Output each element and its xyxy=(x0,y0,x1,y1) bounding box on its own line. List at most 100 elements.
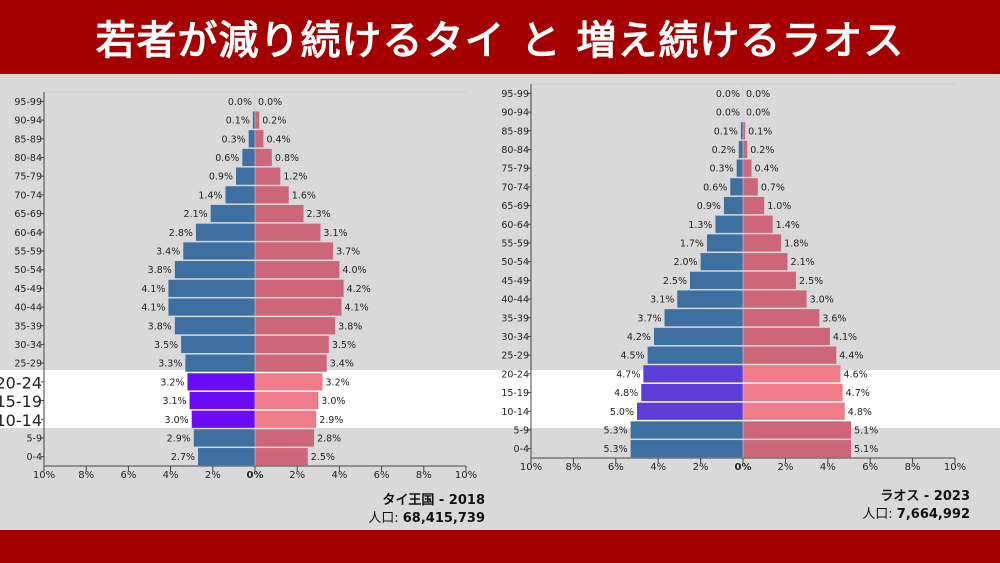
data-label-right: 4.2% xyxy=(347,284,371,295)
category-label: 75-79 xyxy=(14,172,42,183)
bar-left-30-34 xyxy=(181,335,255,354)
bar-right-30-34 xyxy=(743,327,830,346)
bar-right-75-79 xyxy=(743,159,752,177)
data-label-left: 0.1% xyxy=(226,116,250,127)
bar-right-5-9 xyxy=(743,421,852,439)
bar-left-45-49 xyxy=(168,279,255,297)
bar-left-10-14 xyxy=(637,402,743,420)
data-label-left: 0.9% xyxy=(209,172,233,183)
data-label-left: 0.6% xyxy=(215,153,239,164)
data-label-left: 5.3% xyxy=(603,444,627,455)
bar-right-65-69 xyxy=(743,196,765,215)
bar-right-85-89 xyxy=(255,130,264,148)
category-label: 45-49 xyxy=(14,284,42,295)
category-label: 80-84 xyxy=(14,153,42,164)
category-label: 60-64 xyxy=(14,228,42,239)
data-label-left: 0.6% xyxy=(703,182,727,193)
data-label-right: 0.8% xyxy=(275,153,299,164)
bar-right-20-24 xyxy=(743,365,841,383)
data-label-left: 4.1% xyxy=(141,284,165,295)
category-label: 40-44 xyxy=(14,303,42,314)
x-tick-label: 10% xyxy=(520,462,542,473)
data-label-right: 0.0% xyxy=(746,89,770,100)
data-label-left: 2.0% xyxy=(673,257,697,268)
bar-left-80-84 xyxy=(738,140,743,159)
bar-left-35-39 xyxy=(174,317,255,335)
data-label-left: 3.0% xyxy=(165,415,189,426)
category-label: 5-9 xyxy=(26,433,42,444)
bar-left-35-39 xyxy=(664,309,743,327)
data-label-right: 0.4% xyxy=(754,164,778,175)
category-label: 80-84 xyxy=(501,145,529,156)
data-label-right: 3.0% xyxy=(810,295,834,306)
bar-right-30-34 xyxy=(255,335,329,354)
data-label-left: 3.3% xyxy=(158,359,182,370)
data-label-right: 1.6% xyxy=(292,190,316,201)
data-label-right: 3.7% xyxy=(336,246,360,257)
category-label: 85-89 xyxy=(501,126,529,137)
data-label-right: 4.1% xyxy=(345,303,369,314)
data-label-right: 4.8% xyxy=(848,407,872,418)
category-label: 10-14 xyxy=(501,407,529,418)
bar-right-5-9 xyxy=(255,429,315,447)
data-label-left: 4.7% xyxy=(616,369,640,380)
data-label-right: 4.1% xyxy=(833,332,857,343)
x-tick-label: 6% xyxy=(120,470,136,481)
bar-left-45-49 xyxy=(690,271,743,289)
bar-left-75-79 xyxy=(236,167,255,185)
category-label: 45-49 xyxy=(501,276,529,287)
data-label-right: 0.0% xyxy=(746,108,770,119)
x-tick-label: 2% xyxy=(693,462,709,473)
bar-left-65-69 xyxy=(723,196,743,215)
bar-left-20-24 xyxy=(187,373,255,391)
category-label: 70-74 xyxy=(501,182,529,193)
bar-left-55-59 xyxy=(183,242,255,260)
data-label-left: 3.4% xyxy=(156,246,180,257)
data-label-right: 3.4% xyxy=(330,359,354,370)
bar-right-35-39 xyxy=(255,317,336,335)
category-label: 0-4 xyxy=(513,444,529,455)
caption-population: 人口: 7,664,992 xyxy=(862,507,970,522)
x-tick-label: 6% xyxy=(608,462,624,473)
category-label: 65-69 xyxy=(501,201,529,212)
data-label-left: 4.1% xyxy=(141,303,165,314)
bar-right-15-19 xyxy=(255,391,319,410)
bar-right-25-29 xyxy=(743,346,837,364)
bar-left-70-74 xyxy=(730,178,743,196)
x-tick-label: 10% xyxy=(33,470,55,481)
data-label-right: 3.5% xyxy=(332,340,356,351)
page-title: 若者が減り続けるタイ と 増え続けるラオス xyxy=(95,18,905,64)
x-tick-label: 10% xyxy=(455,470,477,481)
category-label: 55-59 xyxy=(14,246,42,257)
caption-title: タイ王国 - 2018 xyxy=(382,493,485,508)
bar-right-60-64 xyxy=(255,223,321,241)
bar-right-80-84 xyxy=(255,148,272,167)
category-label: 55-59 xyxy=(501,238,529,249)
bar-left-85-89 xyxy=(740,122,743,140)
data-label-left: 3.7% xyxy=(637,313,661,324)
x-tick-label: 6% xyxy=(862,462,878,473)
category-label: 90-94 xyxy=(501,108,529,119)
data-label-left: 1.3% xyxy=(688,220,712,231)
bar-right-90-94 xyxy=(255,111,260,129)
data-label-left: 0.0% xyxy=(716,108,740,119)
x-tick-label: 6% xyxy=(374,470,390,481)
bar-left-50-54 xyxy=(700,253,743,271)
data-label-right: 4.4% xyxy=(839,351,863,362)
thailand-pyramid: 10% 8% 6% 4% 2% 0% 2% 4% 6% 8% 10% 0.0% 0.0% 95-99 0.1… xyxy=(0,91,485,526)
bar-left-30-34 xyxy=(653,327,743,346)
data-label-left: 0.1% xyxy=(714,126,738,137)
data-label-right: 0.2% xyxy=(750,145,774,156)
data-label-right: 0.4% xyxy=(266,134,290,145)
data-label-left: 3.5% xyxy=(154,340,178,351)
bar-left-10-14 xyxy=(191,410,255,428)
data-label-left: 5.0% xyxy=(610,407,634,418)
data-label-left: 0.0% xyxy=(228,97,252,108)
bar-left-65-69 xyxy=(210,204,255,223)
category-label: 40-44 xyxy=(501,295,529,306)
bar-left-70-74 xyxy=(225,186,255,204)
bar-left-55-59 xyxy=(706,234,743,252)
data-label-right: 0.1% xyxy=(748,126,772,137)
bar-left-80-84 xyxy=(242,148,255,167)
data-label-left: 4.5% xyxy=(620,351,644,362)
